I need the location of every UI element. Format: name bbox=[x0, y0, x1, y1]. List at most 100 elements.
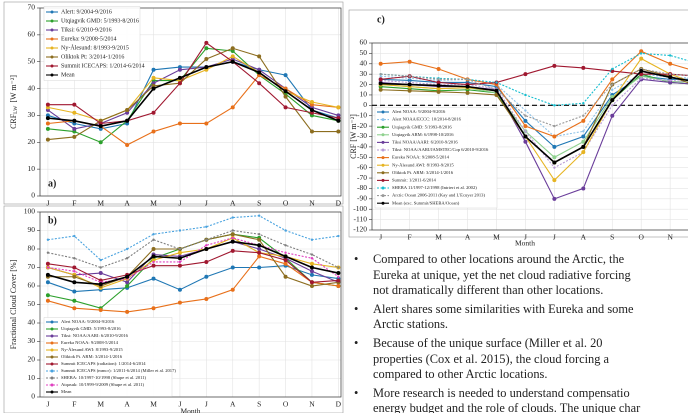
x-tick-label: J bbox=[46, 199, 49, 208]
legend-label: Utqiagvik GMD: 5/1993-8/2016 bbox=[61, 18, 139, 24]
x-tick-label: D bbox=[336, 199, 342, 208]
y-tick-label: 60 bbox=[360, 38, 368, 47]
legend-marker bbox=[50, 19, 54, 23]
data-point bbox=[152, 233, 155, 236]
data-point bbox=[204, 40, 209, 45]
data-point bbox=[407, 82, 412, 87]
x-tick-label: S bbox=[257, 199, 261, 208]
data-point bbox=[257, 250, 262, 255]
data-point bbox=[465, 90, 470, 95]
legend-marker bbox=[381, 110, 385, 114]
series-line bbox=[47, 47, 339, 141]
data-point bbox=[125, 118, 130, 123]
legend-marker bbox=[381, 194, 385, 198]
data-point bbox=[72, 289, 77, 294]
data-point bbox=[98, 271, 103, 276]
data-point bbox=[98, 282, 103, 287]
legend-marker bbox=[381, 118, 385, 122]
bullet-line: Because of the unique surface (Miller et… bbox=[373, 335, 603, 350]
y-tick-label: -10 bbox=[357, 110, 367, 119]
data-point bbox=[495, 81, 498, 84]
x-tick-label: O bbox=[638, 233, 644, 242]
legend-marker bbox=[50, 10, 54, 14]
series-line bbox=[47, 47, 339, 143]
data-point bbox=[257, 247, 262, 251]
legend-label: Mean (exc. Summit/SHEBA/Ocean) bbox=[392, 200, 460, 205]
panel-label: a) bbox=[48, 178, 56, 189]
data-point bbox=[523, 134, 528, 139]
y-tick-label: 0 bbox=[31, 191, 35, 200]
data-point bbox=[668, 72, 672, 76]
y-tick-label: 70 bbox=[28, 3, 36, 12]
data-point bbox=[231, 229, 234, 232]
legend-marker bbox=[50, 320, 54, 324]
data-point bbox=[581, 65, 586, 70]
data-point bbox=[177, 121, 182, 126]
legend-marker bbox=[50, 355, 54, 359]
legend-label: Ny-Ålesund: 8/1993-9/2015 bbox=[61, 43, 129, 51]
data-point bbox=[152, 260, 155, 264]
legend-label: Utqiagvik ARM: 6/1998-10/2016 bbox=[392, 132, 454, 137]
data-point bbox=[309, 269, 314, 274]
data-point bbox=[407, 88, 412, 93]
data-point bbox=[284, 244, 287, 247]
y-tick-label: -80 bbox=[357, 183, 367, 192]
y-tick-label: 60 bbox=[28, 281, 36, 290]
y-tick-label: 40 bbox=[28, 83, 36, 92]
legend-label: Summit ICECAPS (radiation): 1/2014-6/201… bbox=[61, 361, 146, 366]
data-point bbox=[436, 89, 441, 94]
y-tick-label: 30 bbox=[360, 69, 368, 78]
data-point bbox=[581, 118, 586, 123]
data-point bbox=[72, 280, 77, 285]
data-point bbox=[524, 114, 527, 117]
y-label-main: CRF [W m⁻²] bbox=[349, 114, 358, 159]
series-line bbox=[380, 52, 688, 106]
data-point bbox=[125, 284, 130, 288]
data-point bbox=[283, 73, 288, 78]
data-point bbox=[151, 110, 156, 115]
y-tick-label: 20 bbox=[28, 137, 36, 146]
data-point bbox=[581, 139, 586, 144]
data-point bbox=[151, 75, 156, 80]
bullet-line: compared to other Arctic locations. bbox=[373, 367, 548, 382]
data-point bbox=[151, 276, 156, 281]
plot-frame bbox=[371, 42, 688, 231]
legend-label: Tiksi: NOAA/AARI/JAMSTEC/Cop 6/2010-9/20… bbox=[392, 147, 489, 152]
y-tick-label: -30 bbox=[357, 131, 367, 140]
y-tick-label: 60 bbox=[28, 30, 36, 39]
panel-label: b) bbox=[48, 215, 57, 226]
data-point bbox=[230, 46, 235, 51]
data-point bbox=[73, 257, 76, 260]
x-tick-label: A bbox=[581, 233, 587, 242]
data-point bbox=[45, 280, 50, 285]
data-point bbox=[177, 75, 182, 80]
data-point bbox=[72, 265, 77, 270]
x-tick-label: J bbox=[524, 233, 527, 242]
data-point bbox=[204, 247, 209, 251]
data-point bbox=[337, 234, 340, 238]
data-point bbox=[611, 83, 614, 86]
legend-label: Summit: 1/2011-6/2014 bbox=[392, 177, 437, 182]
legend-marker bbox=[50, 28, 54, 32]
data-point bbox=[230, 265, 235, 270]
data-point bbox=[582, 114, 585, 117]
data-point bbox=[379, 75, 382, 78]
data-point bbox=[310, 257, 314, 260]
x-tick-label: M bbox=[493, 233, 500, 242]
series-line bbox=[380, 65, 688, 86]
data-point bbox=[494, 88, 499, 93]
data-point bbox=[336, 271, 341, 276]
y-tick-label: 50 bbox=[28, 299, 36, 308]
data-point bbox=[231, 216, 234, 219]
data-point bbox=[553, 166, 556, 169]
legend-marker bbox=[381, 163, 385, 167]
legend-label: Oliktok Pt. ARM: 3/2014-1/2016 bbox=[392, 170, 454, 175]
y-tick-label: -50 bbox=[357, 152, 367, 161]
series-line bbox=[47, 215, 339, 261]
y-tick-label: 80 bbox=[28, 244, 36, 253]
data-point bbox=[177, 263, 182, 268]
y-tick-label: 0 bbox=[363, 100, 367, 109]
data-point bbox=[72, 110, 77, 115]
series-line bbox=[47, 60, 339, 127]
data-point bbox=[336, 105, 341, 110]
